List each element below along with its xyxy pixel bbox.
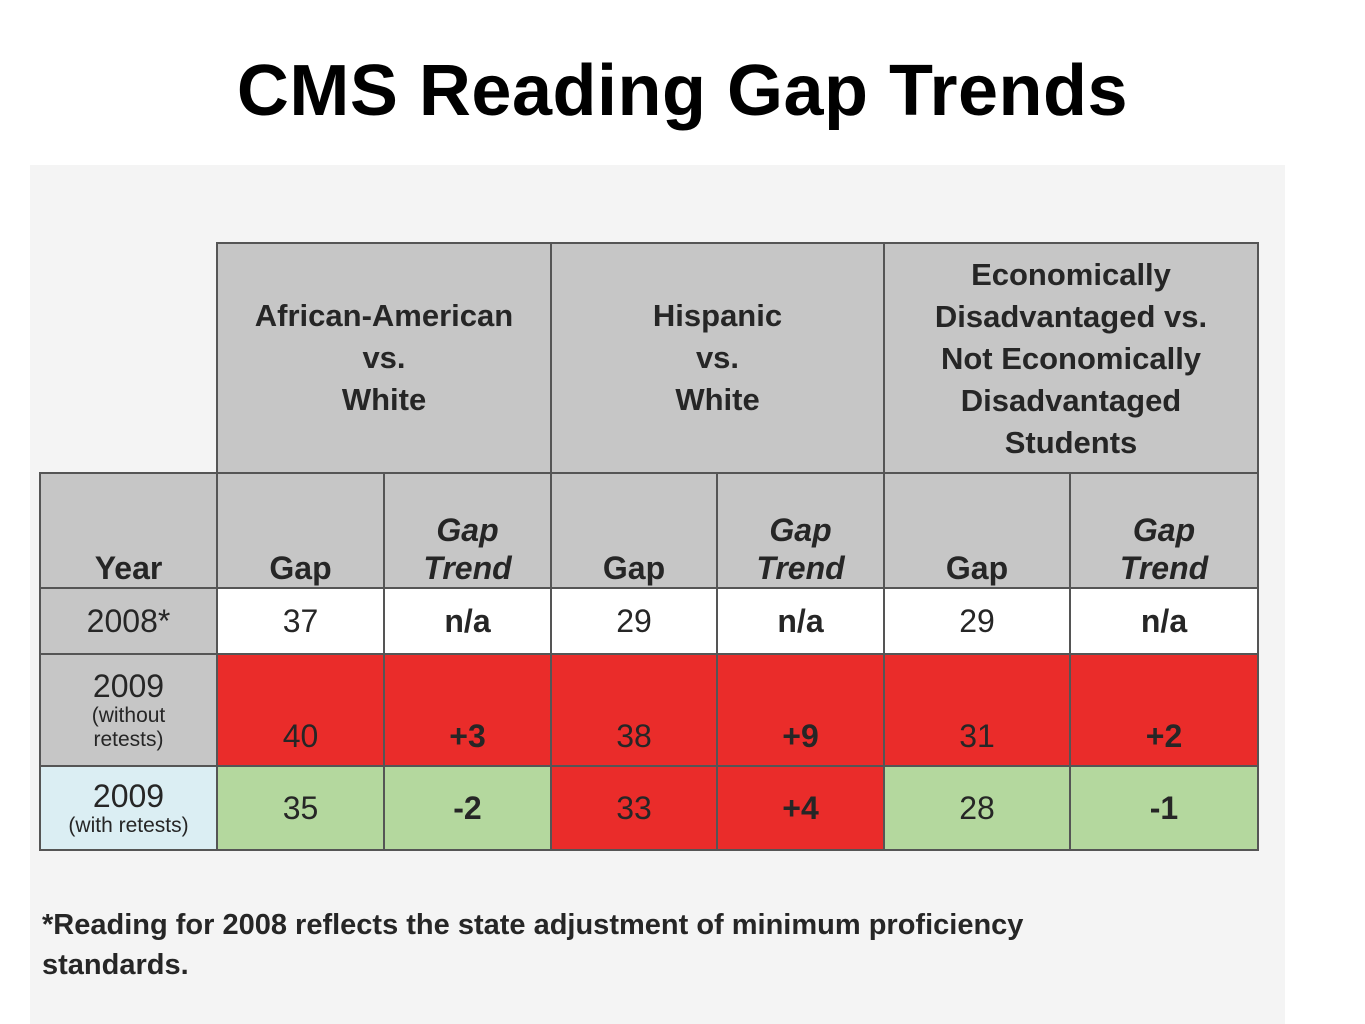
footnote-line: *Reading for 2008 reflects the state adj… <box>42 909 1024 941</box>
gap-trend-cell: +2 <box>1069 653 1259 767</box>
group-header-line: Disadvantaged <box>960 383 1182 418</box>
blank-corner <box>40 243 217 473</box>
table-row-2009-with-retests: 2009 (with retests) 35 -2 33 +4 28 -1 <box>39 765 1259 851</box>
col-header-line: Trend <box>423 550 512 586</box>
group-header-row: African-American vs. White Hispanic vs. … <box>40 242 1259 474</box>
gap-trend-cell: +9 <box>716 653 885 767</box>
gap-value-cell: 40 <box>216 653 385 767</box>
gap-value-cell: 33 <box>550 765 718 851</box>
group-header-line: White <box>341 382 427 417</box>
col-header-gap: Gap <box>883 472 1071 589</box>
col-header-line: Gap <box>436 512 499 548</box>
col-header-gap: Gap <box>550 472 718 589</box>
col-header-gap: Gap <box>216 472 385 589</box>
col-header-gap-trend: Gap Trend <box>716 472 885 589</box>
col-header-line: Gap <box>769 512 832 548</box>
year-cell: 2009 (without retests) <box>39 653 218 767</box>
year-cell: 2009 (with retests) <box>39 765 218 851</box>
gap-value-cell: 38 <box>550 653 718 767</box>
column-header-row: Year Gap Gap Trend Gap Gap Trend Gap Gap… <box>39 472 1259 589</box>
gap-value-cell: 37 <box>216 587 385 655</box>
col-header-line: Gap <box>1132 512 1196 548</box>
year-sublabel: (without <box>91 704 166 727</box>
year-cell: 2008* <box>39 587 218 655</box>
col-header-line: Trend <box>756 550 845 586</box>
gap-trend-cell: -1 <box>1069 765 1259 851</box>
col-header-year: Year <box>39 472 218 589</box>
year-sublabel: retests) <box>93 728 164 751</box>
gap-trend-cell: -2 <box>383 765 552 851</box>
gap-trend-cell: +4 <box>716 765 885 851</box>
group-header-line: Not Economically <box>940 341 1202 376</box>
col-header-gap-trend: Gap Trend <box>1069 472 1259 589</box>
group-header-hispanic: Hispanic vs. White <box>550 242 885 474</box>
slide-title: CMS Reading Gap Trends <box>236 51 1129 131</box>
group-header-african-american: African-American vs. White <box>216 242 552 474</box>
group-header-line: Economically <box>971 257 1171 292</box>
gap-trend-cell: n/a <box>716 587 885 655</box>
group-header-line: Students <box>1004 425 1138 460</box>
year-label: 2009 <box>92 668 165 704</box>
footnote-line: standards. <box>42 949 189 981</box>
gap-trend-cell: n/a <box>383 587 552 655</box>
gap-value-cell: 29 <box>883 587 1071 655</box>
col-header-gap-trend: Gap Trend <box>383 472 552 589</box>
table-row-2009-without-retests: 2009 (without retests) 40 +3 38 +9 31 +2 <box>39 653 1259 767</box>
group-header-line: Hispanic <box>652 298 783 333</box>
col-header-line: Trend <box>1119 550 1209 586</box>
reading-gap-table: African-American vs. White Hispanic vs. … <box>39 242 1259 851</box>
group-header-line: vs. <box>362 340 406 375</box>
gap-value-cell: 31 <box>883 653 1071 767</box>
gap-value-cell: 29 <box>550 587 718 655</box>
footnote: *Reading for 2008 reflects the state adj… <box>42 905 1142 985</box>
group-header-line: White <box>675 382 760 417</box>
group-header-economically-disadvantaged: Economically Disadvantaged vs. Not Econo… <box>883 242 1259 474</box>
year-label: 2009 <box>92 778 165 814</box>
group-header-line: vs. <box>695 340 740 375</box>
gap-value-cell: 28 <box>883 765 1071 851</box>
gap-value-cell: 35 <box>216 765 385 851</box>
group-header-line: African-American <box>254 298 514 333</box>
gap-trend-cell: +3 <box>383 653 552 767</box>
group-header-line: Disadvantaged vs. <box>934 299 1208 334</box>
gap-trend-cell: n/a <box>1069 587 1259 655</box>
year-sublabel: (with retests) <box>68 814 189 837</box>
table-row-2008: 2008* 37 n/a 29 n/a 29 n/a <box>39 587 1259 655</box>
